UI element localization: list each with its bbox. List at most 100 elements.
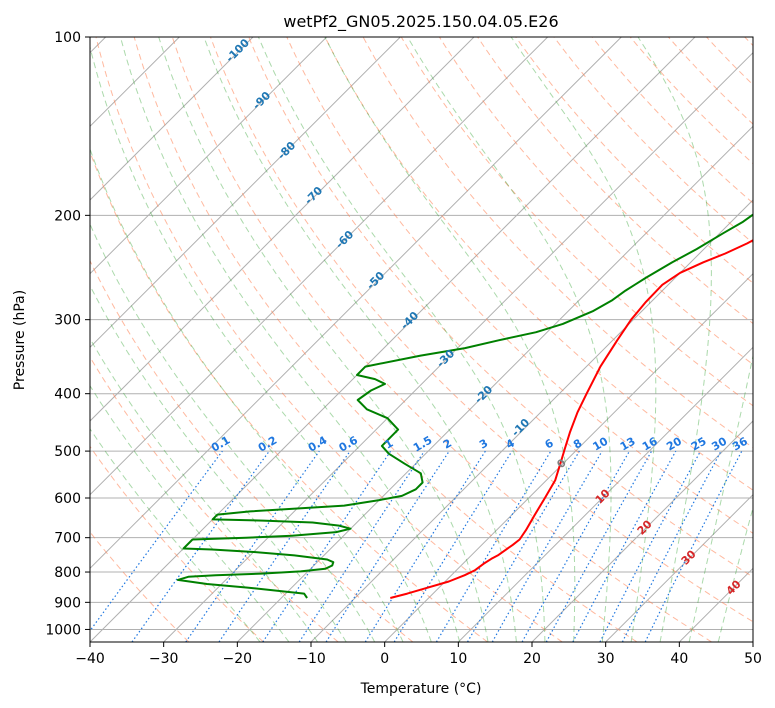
dry-adiabat-line bbox=[90, 259, 414, 642]
dry-adiabat-line bbox=[400, 37, 753, 407]
y-tick-label: 100 bbox=[54, 30, 81, 46]
mixing-ratio-line bbox=[90, 450, 223, 632]
x-axis-label: Temperature (°C) bbox=[360, 681, 482, 697]
dry-adiabat-label: 10 bbox=[593, 486, 613, 506]
x-tick-label: −40 bbox=[75, 651, 105, 667]
mixing-ratio-line bbox=[599, 450, 702, 642]
y-tick-label: 1000 bbox=[45, 622, 81, 638]
dry-adiabat-label: -100 bbox=[223, 36, 252, 65]
isotherm-line bbox=[90, 37, 401, 349]
x-tick-label: 30 bbox=[597, 651, 615, 667]
chart-title: wetPf2_GN05.2025.150.04.05.E26 bbox=[283, 12, 558, 32]
dry-adiabat-label: 30 bbox=[679, 547, 699, 567]
isotherm-line bbox=[163, 51, 753, 642]
mixing-ratio-line bbox=[435, 450, 552, 642]
isotherm-line bbox=[90, 37, 549, 496]
dry-adiabat-label: 20 bbox=[635, 517, 655, 537]
moist-adiabat-line bbox=[90, 337, 319, 642]
dry-adiabat-label: -90 bbox=[250, 89, 273, 112]
mixing-ratio-line bbox=[325, 450, 450, 642]
mixing-ratio-line bbox=[185, 450, 320, 642]
moist-adiabat-line bbox=[90, 45, 432, 642]
y-tick-label: 700 bbox=[54, 531, 81, 547]
x-tick-label: 20 bbox=[523, 651, 541, 667]
mixing-ratio-line bbox=[491, 450, 603, 642]
dry-adiabat-line bbox=[90, 531, 190, 642]
dry-adiabat-line bbox=[591, 37, 753, 204]
moist-adiabat-line bbox=[90, 384, 290, 642]
isotherm-line bbox=[90, 37, 475, 422]
isotherm-line bbox=[90, 37, 254, 201]
x-tick-label: −30 bbox=[149, 651, 179, 667]
moist-adiabat-line bbox=[407, 37, 612, 642]
dry-adiabat-line bbox=[90, 150, 488, 642]
dry-adiabat-label: -50 bbox=[364, 269, 387, 292]
line-labels: 0.1 0.2 0.4 0.6 1 1.5 2 3 4 6 8 10 13 16 20 25 30 36-100-… bbox=[209, 36, 750, 598]
y-tick-label: 600 bbox=[54, 491, 81, 507]
dry-adiabat-line bbox=[706, 37, 753, 86]
moist-adiabat-line bbox=[90, 284, 347, 642]
dry-adiabat-line bbox=[477, 37, 753, 325]
isotherm-line bbox=[678, 567, 753, 642]
moist-adiabat-line bbox=[90, 147, 404, 642]
isotherm-line bbox=[531, 420, 753, 642]
isotherm-line bbox=[90, 37, 622, 570]
mixing-ratio-line bbox=[218, 450, 351, 642]
isotherm-line bbox=[752, 641, 753, 642]
mixing-ratio-line bbox=[466, 450, 580, 642]
temperature-line bbox=[390, 239, 753, 599]
moist-adiabat-line bbox=[510, 37, 657, 642]
y-tick-label: 300 bbox=[54, 313, 81, 329]
dry-adiabat-line bbox=[362, 37, 753, 449]
x-axis: −40 −30 −20 −10 0 10 20 30 40 50 bbox=[75, 642, 762, 667]
dry-adiabat-line bbox=[744, 37, 753, 47]
moist-adiabat-line bbox=[158, 37, 489, 642]
mixing-ratio-line bbox=[364, 450, 486, 642]
dry-adiabat-label: -20 bbox=[472, 383, 495, 406]
mixing-ratio-line bbox=[521, 450, 631, 642]
mixing-ratio-label: 2 bbox=[441, 437, 454, 452]
moist-adiabat-line bbox=[257, 37, 546, 642]
x-tick-label: −10 bbox=[296, 651, 326, 667]
dry-adiabat-label: -70 bbox=[302, 184, 325, 207]
dry-adiabat-line bbox=[210, 37, 753, 623]
background-lines bbox=[90, 37, 753, 642]
moist-adiabat-line bbox=[688, 353, 753, 642]
isotherm-line bbox=[384, 272, 753, 642]
moist-adiabat-line bbox=[90, 427, 261, 642]
moist-adiabat-line bbox=[90, 222, 376, 642]
y-tick-label: 800 bbox=[54, 565, 81, 581]
x-tick-label: 40 bbox=[670, 651, 688, 667]
dry-adiabat-line bbox=[95, 37, 563, 642]
dry-adiabat-line bbox=[668, 37, 753, 125]
y-tick-label: 400 bbox=[54, 387, 81, 403]
plot-frame bbox=[89, 36, 754, 643]
isotherm-line bbox=[310, 199, 753, 642]
mixing-ratio-line bbox=[298, 450, 425, 642]
moist-adiabat-line bbox=[324, 37, 576, 642]
moist-adiabat-line bbox=[203, 37, 517, 642]
dry-adiabat-line bbox=[248, 37, 753, 578]
isotherm-line bbox=[457, 346, 753, 642]
dry-adiabat-line bbox=[90, 445, 264, 642]
mixing-ratio-label: 4 bbox=[504, 436, 517, 451]
dry-adiabat-line bbox=[171, 37, 712, 642]
dry-adiabat-label: -10 bbox=[509, 416, 532, 439]
y-axis-label: Pressure (hPa) bbox=[12, 290, 28, 390]
dry-adiabat-line bbox=[629, 37, 753, 165]
dry-adiabat-line bbox=[324, 37, 753, 491]
isotherm-line bbox=[605, 493, 753, 642]
isotherm-line bbox=[236, 125, 753, 642]
dewpoint-line bbox=[176, 213, 753, 599]
y-tick-label: 200 bbox=[54, 208, 81, 224]
y-axis: 100 200 300 400 500 600 700 800 900 1000 bbox=[45, 30, 90, 638]
isotherm-line bbox=[90, 37, 328, 275]
x-tick-label: 10 bbox=[449, 651, 467, 667]
mixing-ratio-label: 6 bbox=[543, 436, 556, 451]
isotherm-line bbox=[90, 37, 696, 642]
mixing-ratio-line bbox=[262, 450, 392, 642]
mixing-ratio-line bbox=[393, 450, 513, 642]
x-tick-label: 50 bbox=[744, 651, 762, 667]
mixing-ratio-label: 3 bbox=[477, 437, 490, 452]
